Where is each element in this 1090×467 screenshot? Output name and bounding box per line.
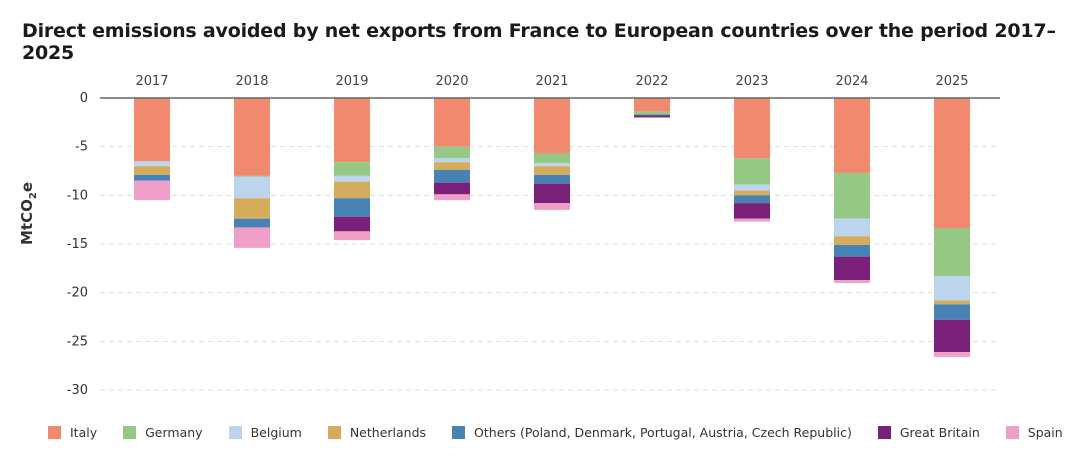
legend-swatch: [452, 426, 466, 439]
bar-segment: [134, 98, 170, 162]
bar-segment: [934, 300, 970, 305]
bar-segment: [534, 163, 570, 167]
bar-segment: [834, 256, 870, 281]
legend-swatch: [877, 426, 891, 439]
bar-segment: [334, 98, 370, 163]
x-tick-label: 2019: [335, 74, 368, 89]
legend-item[interactable]: Germany: [123, 425, 203, 440]
x-tick-label: 2024: [835, 74, 868, 89]
legend-label: Great Britain: [899, 425, 980, 440]
bar-segment: [934, 276, 970, 301]
legend-label: Belgium: [250, 425, 302, 440]
bar-segment: [434, 194, 470, 201]
bar-segment: [734, 190, 770, 196]
bar-segment: [634, 114, 670, 116]
bar-segment: [934, 304, 970, 320]
x-tick-label: 2020: [435, 74, 468, 89]
legend-label: Others (Poland, Denmark, Portugal, Austr…: [474, 425, 852, 440]
y-tick-label: -5: [75, 140, 88, 155]
bar-segment: [934, 319, 970, 353]
legend-label: Germany: [145, 425, 203, 440]
legend-label: Italy: [70, 425, 98, 440]
legend-label: Netherlands: [349, 425, 427, 440]
bar-segment: [534, 174, 570, 184]
bar-segment: [534, 153, 570, 164]
legend-swatch: [327, 426, 341, 439]
x-tick-label: 2022: [635, 74, 668, 89]
x-tick-label: 2017: [135, 74, 168, 89]
chart-title: Direct emissions avoided by net exports …: [22, 20, 1056, 64]
y-tick-label: -20: [67, 286, 88, 301]
bar-segment: [234, 176, 270, 199]
legend-swatch: [123, 426, 137, 439]
legend-item[interactable]: Great Britain: [877, 425, 980, 440]
bar-segment: [134, 174, 170, 181]
bar-segment: [534, 183, 570, 204]
bar-segment: [834, 280, 870, 283]
y-tick-label: -10: [67, 188, 88, 203]
bar-segment: [134, 161, 170, 167]
x-tick-label: 2018: [235, 74, 268, 89]
y-tick-label: -25: [67, 334, 88, 349]
bar-segment: [334, 181, 370, 199]
bar-segment: [434, 170, 470, 183]
bar-segment: [934, 98, 970, 229]
bar-segment: [734, 195, 770, 204]
bar-segment: [734, 218, 770, 222]
bar-segment: [734, 203, 770, 219]
bar-segment: [134, 166, 170, 175]
legend-label: Spain: [1027, 425, 1063, 440]
bar-segment: [734, 184, 770, 191]
legend-item[interactable]: Netherlands: [327, 425, 427, 440]
bar-segment: [434, 146, 470, 159]
legend-item[interactable]: Italy: [48, 425, 97, 440]
legend-swatch: [1005, 426, 1019, 439]
legend-item[interactable]: Spain: [1005, 425, 1063, 440]
bar-segment: [834, 98, 870, 173]
bar-segment: [834, 236, 870, 245]
bar-segment: [734, 158, 770, 185]
legend-swatch: [228, 426, 242, 439]
bar-segment: [534, 98, 570, 154]
y-tick-label: -15: [67, 237, 88, 252]
bar-segment: [434, 98, 470, 147]
bar-segment: [334, 162, 370, 176]
bar-segment: [634, 115, 670, 118]
bar-segment: [134, 180, 170, 201]
bar-segment: [834, 172, 870, 219]
legend-item[interactable]: Others (Poland, Denmark, Portugal, Austr…: [452, 425, 852, 440]
bar-segment: [434, 162, 470, 171]
bar-segment: [234, 227, 270, 248]
bar-segment: [234, 198, 270, 219]
bar-segment: [634, 111, 670, 115]
y-tick-label: 0: [80, 91, 88, 106]
bar-segment: [234, 98, 270, 176]
bar-segment: [234, 218, 270, 228]
bar-segment: [534, 203, 570, 210]
bar-segment: [434, 182, 470, 195]
x-tick-label: 2023: [735, 74, 768, 89]
bar-segment: [334, 231, 370, 241]
legend-swatch: [48, 426, 61, 439]
bar-segment: [334, 198, 370, 217]
x-tick-label: 2025: [935, 74, 968, 89]
legend: Italy Germany Belgium Netherlands Others (Po…: [48, 425, 1089, 440]
bar-segment: [434, 158, 470, 163]
bar-segment: [634, 98, 670, 112]
legend-item[interactable]: Belgium: [228, 425, 302, 440]
bar-segment: [934, 352, 970, 357]
bar-segment: [934, 228, 970, 277]
y-tick-label: -30: [67, 383, 88, 398]
bar-segment: [234, 175, 270, 177]
x-tick-label: 2021: [535, 74, 568, 89]
bar-segment: [534, 166, 570, 175]
bar-segment: [334, 216, 370, 232]
bar-segment: [734, 98, 770, 159]
bar-segment: [334, 175, 370, 182]
bar-segment: [834, 218, 870, 237]
bar-segment: [834, 244, 870, 257]
